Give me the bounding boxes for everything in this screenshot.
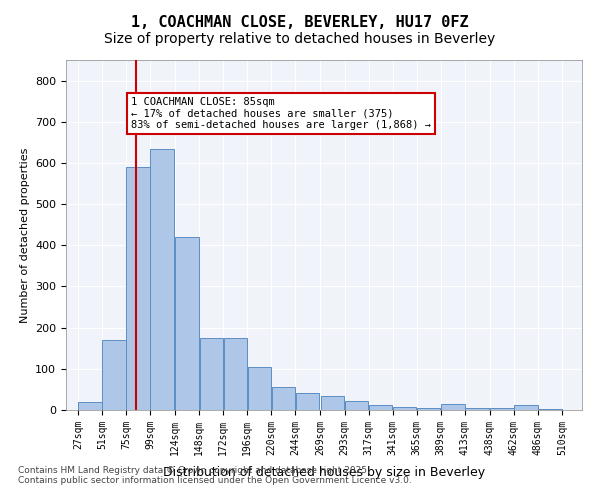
Bar	[345, 401, 368, 410]
X-axis label: Distribution of detached houses by size in Beverley: Distribution of detached houses by size …	[163, 466, 485, 479]
Bar	[78, 402, 102, 410]
Bar	[151, 148, 174, 410]
Bar	[441, 404, 464, 410]
Bar	[248, 367, 271, 410]
Bar	[393, 407, 416, 410]
Bar	[127, 167, 150, 410]
Bar	[296, 392, 319, 410]
Bar	[490, 408, 514, 410]
Bar	[514, 404, 538, 410]
Text: Contains HM Land Registry data © Crown copyright and database right 2025.
Contai: Contains HM Land Registry data © Crown c…	[18, 466, 412, 485]
Bar	[200, 338, 223, 410]
Bar	[321, 396, 344, 410]
Y-axis label: Number of detached properties: Number of detached properties	[20, 148, 29, 322]
Bar	[369, 404, 392, 410]
Bar	[103, 340, 126, 410]
Bar	[538, 409, 562, 410]
Bar	[272, 386, 295, 410]
Text: Size of property relative to detached houses in Beverley: Size of property relative to detached ho…	[104, 32, 496, 46]
Bar	[417, 408, 440, 410]
Bar	[224, 338, 247, 410]
Bar	[175, 237, 199, 410]
Text: 1 COACHMAN CLOSE: 85sqm
← 17% of detached houses are smaller (375)
83% of semi-d: 1 COACHMAN CLOSE: 85sqm ← 17% of detache…	[131, 97, 431, 130]
Bar	[465, 408, 488, 410]
Text: 1, COACHMAN CLOSE, BEVERLEY, HU17 0FZ: 1, COACHMAN CLOSE, BEVERLEY, HU17 0FZ	[131, 15, 469, 30]
